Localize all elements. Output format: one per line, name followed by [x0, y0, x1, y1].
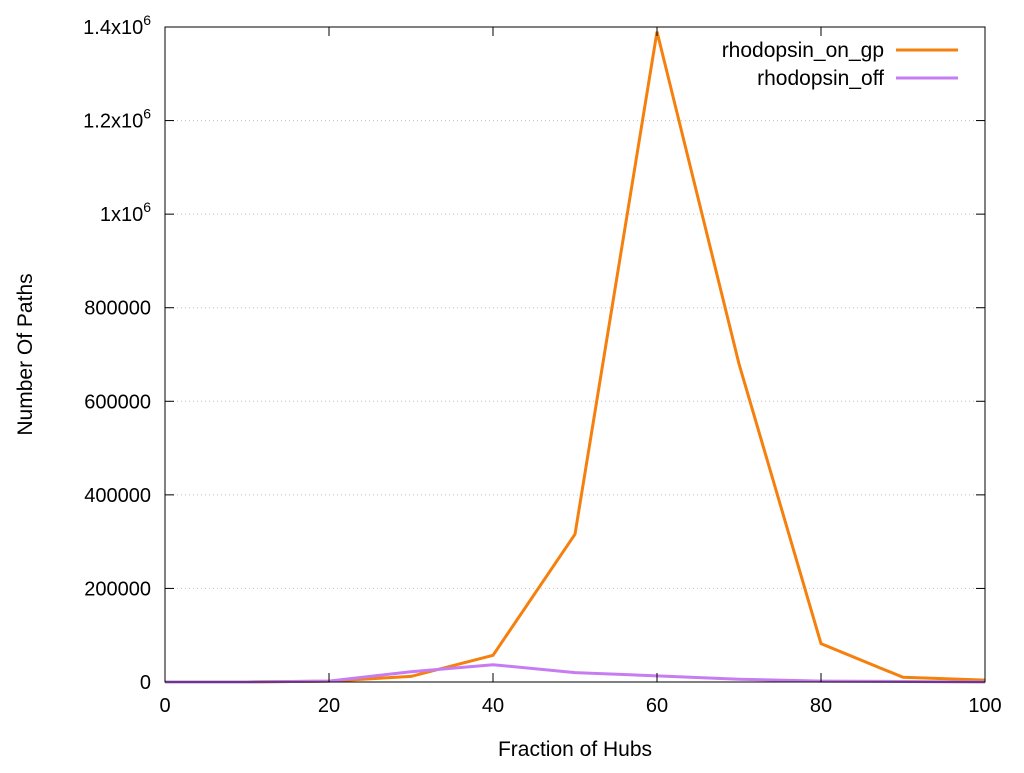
y-tick-label: 1.2x106: [83, 106, 151, 133]
y-tick-label: 600000: [84, 391, 151, 413]
plot-frame: [164, 26, 986, 683]
y-tick-label: 0: [140, 672, 151, 694]
grid-lines: [165, 120, 985, 589]
legend-label: rhodopsin_off: [757, 67, 884, 90]
x-tick-label: 80: [810, 695, 832, 717]
y-tick-label: 1.4x106: [83, 12, 151, 39]
legend: rhodopsin_on_gp rhodopsin_off: [722, 39, 958, 90]
x-tick-label: 60: [646, 695, 668, 717]
x-tick-label: 20: [318, 695, 340, 717]
x-tick-label: 40: [482, 695, 504, 717]
legend-label: rhodopsin_on_gp: [722, 39, 884, 62]
series-lines: [165, 31, 986, 684]
x-tick-label: 0: [159, 695, 170, 717]
series-line-rhodopsin-off: [165, 663, 986, 684]
y-tick-label: 800000: [84, 298, 151, 320]
axis-ticks: 0 200000 400000 600000 800000 1x106 1.2x106 1.4…: [83, 12, 1002, 717]
y-axis-title: Number Of Paths: [14, 273, 37, 435]
y-tick-label: 1x106: [100, 199, 151, 226]
y-tick-label: 200000: [84, 578, 151, 600]
y-tick-label: 400000: [84, 485, 151, 507]
series-line-rhodopsin-on-gp: [165, 31, 986, 684]
x-tick-label: 100: [968, 695, 1001, 717]
x-axis-title: Fraction of Hubs: [498, 738, 652, 761]
